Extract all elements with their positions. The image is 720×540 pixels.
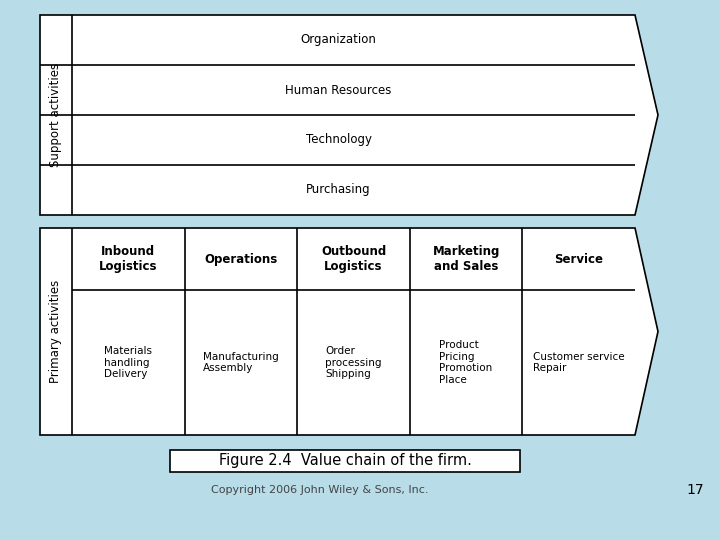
Text: Primary activities: Primary activities [50,280,63,383]
Text: Outbound
Logistics: Outbound Logistics [321,245,386,273]
Text: Manufacturing
Assembly: Manufacturing Assembly [203,352,279,373]
Text: Support activities: Support activities [50,63,63,167]
Text: Materials
handling
Delivery: Materials handling Delivery [104,346,153,379]
Text: Copyright 2006 John Wiley & Sons, Inc.: Copyright 2006 John Wiley & Sons, Inc. [211,485,428,495]
Polygon shape [40,15,658,215]
Text: Customer service
Repair: Customer service Repair [533,352,624,373]
Text: Human Resources: Human Resources [285,84,392,97]
Polygon shape [40,228,658,435]
Text: Marketing
and Sales: Marketing and Sales [433,245,500,273]
Text: Technology: Technology [305,133,372,146]
Text: Service: Service [554,253,603,266]
Bar [170,450,520,472]
Text: Inbound
Logistics: Inbound Logistics [99,245,158,273]
Text: Purchasing: Purchasing [306,184,371,197]
Text: Figure 2.4  Value chain of the firm.: Figure 2.4 Value chain of the firm. [219,454,472,469]
Text: Product
Pricing
Promotion
Place: Product Pricing Promotion Place [439,340,492,385]
Text: Organization: Organization [300,33,377,46]
Text: 17: 17 [686,483,704,497]
Text: Operations: Operations [204,253,277,266]
Text: Order
processing
Shipping: Order processing Shipping [325,346,382,379]
